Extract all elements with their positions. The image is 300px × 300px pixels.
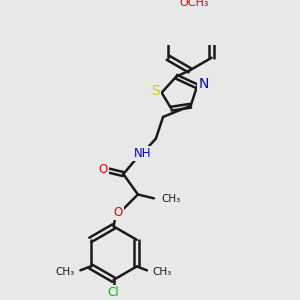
- Text: CH₃: CH₃: [161, 194, 180, 204]
- Text: O: O: [98, 163, 108, 176]
- Text: OCH₃: OCH₃: [179, 0, 208, 8]
- Text: N: N: [198, 77, 208, 92]
- Text: NH: NH: [134, 147, 151, 160]
- Text: O: O: [114, 206, 123, 219]
- Text: CH₃: CH₃: [55, 267, 74, 277]
- Text: Cl: Cl: [108, 286, 119, 299]
- Text: CH₃: CH₃: [153, 267, 172, 277]
- Text: S: S: [151, 84, 160, 98]
